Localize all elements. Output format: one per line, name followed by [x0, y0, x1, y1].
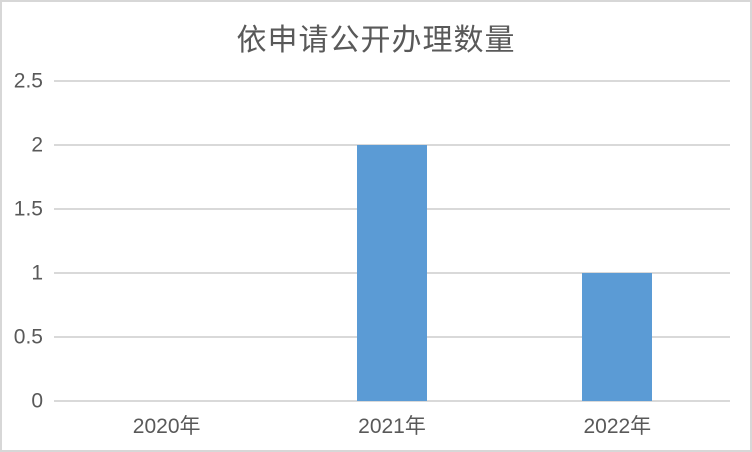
bar-2022年: [582, 273, 653, 401]
y-tick-label: 0.5: [13, 325, 43, 349]
y-tick-label: 1.5: [13, 197, 43, 221]
x-axis-label: 2021年: [358, 415, 426, 438]
gridline: [54, 80, 730, 82]
x-axis-label: 2022年: [583, 415, 652, 438]
y-tick-label: 1: [31, 261, 43, 285]
x-axis-line: [54, 400, 730, 402]
y-tick-label: 0: [31, 389, 43, 413]
x-axis-label: 2020年: [132, 415, 201, 438]
bar-2021年: [357, 145, 427, 401]
chart-title: 依申请公开办理数量: [236, 24, 516, 57]
y-tick-label: 2: [31, 133, 43, 157]
y-tick-label: 2.5: [13, 69, 43, 93]
